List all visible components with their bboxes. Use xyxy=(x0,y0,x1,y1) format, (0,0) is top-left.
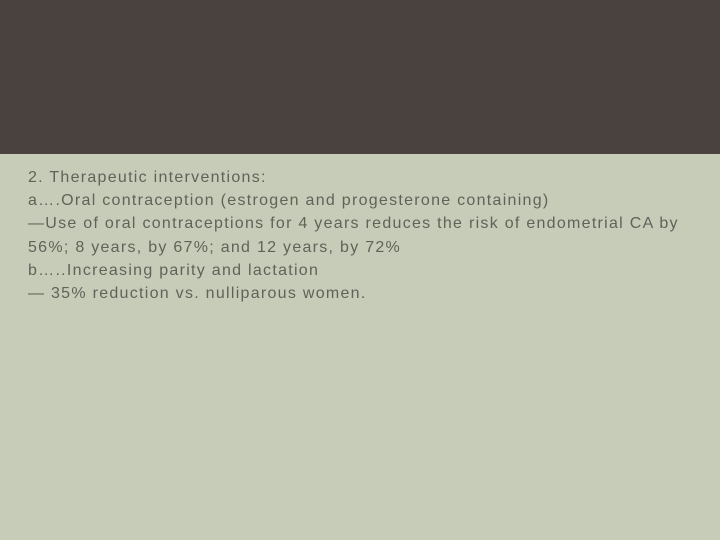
body-line-2: —Use of oral contraceptions for 4 years … xyxy=(28,212,692,258)
body-text: 2. Therapeutic interventions: a….Oral co… xyxy=(0,154,720,305)
slide: 2. Therapeutic interventions: a….Oral co… xyxy=(0,0,720,540)
body-line-3: b…..Increasing parity and lactation xyxy=(28,259,692,282)
title-band xyxy=(0,0,720,154)
body-line-1: a….Oral contraception (estrogen and prog… xyxy=(28,189,692,212)
body-line-0: 2. Therapeutic interventions: xyxy=(28,166,692,189)
body-line-4: — 35% reduction vs. nulliparous women. xyxy=(28,282,692,305)
